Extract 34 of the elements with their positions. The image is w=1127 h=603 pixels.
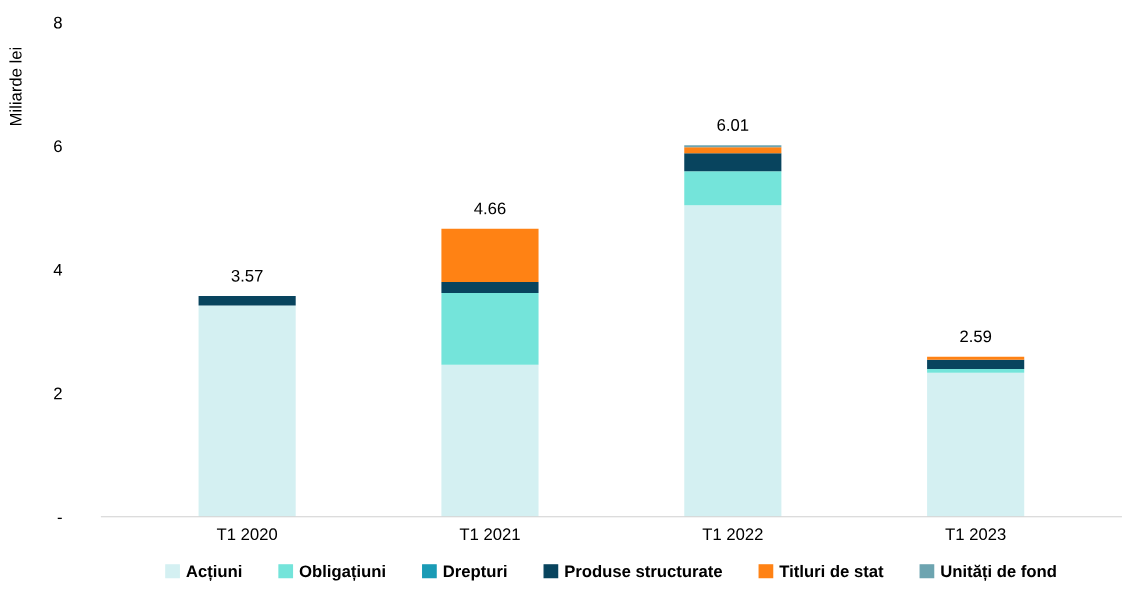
bar: [441, 228, 539, 282]
legend-label: Obligațiuni: [299, 564, 385, 581]
y-tick-label: 4: [53, 264, 63, 276]
bar: [684, 205, 782, 517]
total-label: 4.66: [474, 202, 506, 215]
legend-label: Produse structurate: [565, 564, 723, 578]
bar: [927, 356, 1025, 360]
bar: [198, 296, 296, 306]
x-tick-label: T1 2021: [459, 528, 520, 541]
bar: [927, 369, 1025, 373]
bar: [441, 281, 539, 294]
legend-label: Drepturi: [443, 564, 507, 581]
bar: [441, 293, 539, 365]
bar: [927, 372, 1025, 517]
legend-label: Acțiuni: [186, 564, 242, 581]
y-tick-label: -: [57, 517, 62, 520]
x-tick-label: T1 2023: [945, 528, 1006, 541]
y-tick-label: 6: [54, 140, 62, 153]
legend-label: Unități de fond: [941, 564, 1056, 581]
bar: [927, 359, 1025, 370]
bar: [684, 147, 782, 154]
total-label: 3.57: [231, 269, 263, 282]
y-tick-label: 2: [54, 387, 62, 400]
y-axis-title: Miliarde lei: [9, 47, 22, 126]
legend-label: Titluri de stat: [779, 564, 884, 578]
x-tick-label: T1 2020: [216, 528, 278, 541]
bar: [198, 305, 296, 517]
bar: [684, 153, 782, 172]
bar: [441, 364, 539, 517]
total-label: 2.59: [960, 330, 992, 343]
total-label: 6.01: [717, 119, 749, 131]
y-tick-label: 8: [54, 16, 62, 29]
x-tick-label: T1 2022: [702, 528, 763, 541]
bar: [684, 171, 782, 206]
